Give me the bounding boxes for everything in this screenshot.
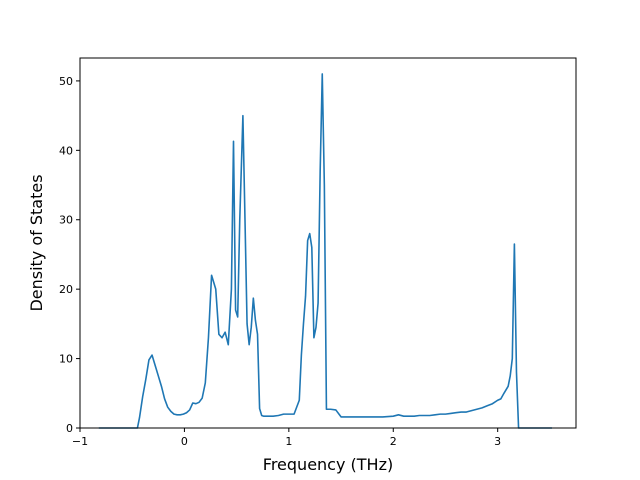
y-tick-label: 10 xyxy=(59,353,73,366)
plot-frame xyxy=(79,57,577,429)
x-tick-label: 2 xyxy=(390,435,397,448)
x-axis-label: Frequency (THz) xyxy=(263,455,393,474)
plot-area xyxy=(80,58,576,428)
x-tick-label: 3 xyxy=(494,435,501,448)
x-tick-label: 0 xyxy=(181,435,188,448)
dos-series-line xyxy=(98,73,552,429)
x-tick-label: −1 xyxy=(72,435,88,448)
x-tick-label: 1 xyxy=(285,435,292,448)
y-tick-label: 0 xyxy=(66,422,73,435)
y-tick-label: 20 xyxy=(59,283,73,296)
y-tick-label: 30 xyxy=(59,214,73,227)
y-tick-label: 50 xyxy=(59,75,73,88)
y-tick-label: 40 xyxy=(59,144,73,157)
y-axis-label: Density of States xyxy=(27,174,46,311)
